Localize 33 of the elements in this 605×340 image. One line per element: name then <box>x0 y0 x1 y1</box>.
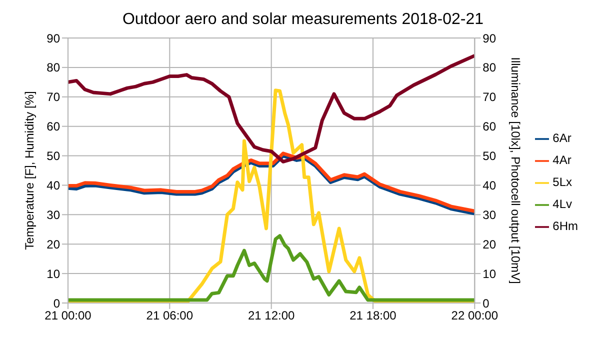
y2-tick-label: 80 <box>482 60 496 75</box>
y-tick-label: 50 <box>46 149 60 164</box>
y2-tick-label: 10 <box>482 266 496 281</box>
legend-label: 6Ar <box>552 131 572 145</box>
y2-tick-label: 90 <box>482 31 496 46</box>
y-axis-title: Temperature [F], Humidity [%] <box>22 91 36 250</box>
legend-label: 5Lx <box>552 175 572 189</box>
x-tick-label: 21 06:00 <box>146 308 194 323</box>
y-tick-label: 80 <box>46 60 60 75</box>
x-tick-label: 21 00:00 <box>44 308 92 323</box>
legend-label: 6Hm <box>552 219 578 233</box>
y2-tick-label: 50 <box>482 149 496 164</box>
y-tick-label: 60 <box>46 120 60 134</box>
y-tick-label: 0 <box>53 296 60 310</box>
y2-axis-title: Illuminance [10lx], Photocell output [10mV] <box>508 57 522 284</box>
legend-label: 4Ar <box>552 153 572 167</box>
y2-tick-label: 40 <box>482 178 496 192</box>
y-tick-label: 90 <box>46 31 60 46</box>
chart-title: Outdoor aero and solar measurements 2018-02-21 <box>121 10 485 30</box>
y2-tick-label: 0 <box>482 296 490 310</box>
y-tick-label: 10 <box>46 266 60 281</box>
x-tick-label: 22 00:00 <box>451 308 498 323</box>
y2-tick-label: 20 <box>482 237 496 252</box>
y2-tick-label: 30 <box>482 208 496 222</box>
y-tick-label: 30 <box>46 208 60 222</box>
y-tick-label: 40 <box>46 178 60 192</box>
y2-tick-label: 60 <box>482 120 496 134</box>
x-tick-label: 21 18:00 <box>350 308 397 323</box>
legend-label: 4Lv <box>552 197 572 211</box>
y2-tick-label: 70 <box>482 90 496 104</box>
y-tick-label: 20 <box>46 237 60 252</box>
x-tick-label: 21 12:00 <box>248 308 296 323</box>
y-tick-label: 70 <box>46 90 60 104</box>
